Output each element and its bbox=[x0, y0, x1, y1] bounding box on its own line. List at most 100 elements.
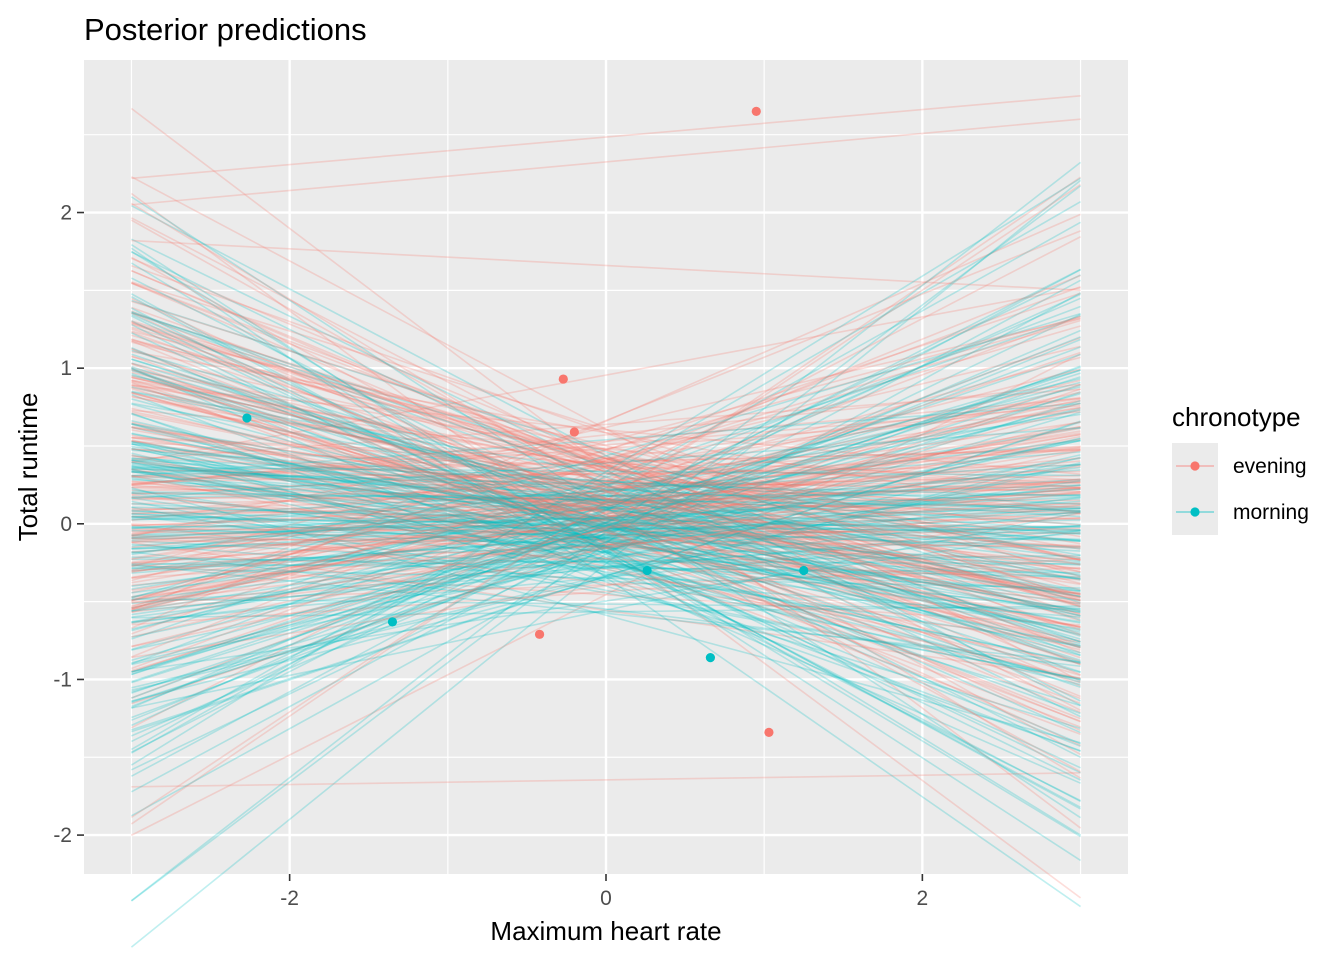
evening-posterior-line bbox=[131, 269, 1081, 676]
evening-posterior-line bbox=[131, 379, 1081, 617]
morning-posterior-line bbox=[131, 313, 1081, 771]
morning-posterior-line bbox=[131, 509, 1081, 595]
morning-posterior-line bbox=[131, 367, 1081, 748]
morning-posterior-line bbox=[131, 279, 1081, 793]
evening-data-point bbox=[751, 106, 761, 116]
evening-posterior-line bbox=[131, 486, 1081, 611]
morning-posterior-line bbox=[131, 478, 1081, 536]
evening-posterior-line bbox=[131, 321, 1081, 607]
evening-posterior-line bbox=[131, 355, 1081, 562]
morning-posterior-line bbox=[131, 386, 1081, 598]
legend-label-morning: morning bbox=[1233, 501, 1309, 524]
evening-posterior-line bbox=[131, 468, 1081, 493]
morning-posterior-line bbox=[131, 512, 1081, 564]
morning-posterior-line bbox=[131, 336, 1081, 708]
morning-posterior-line bbox=[131, 467, 1081, 531]
evening-posterior-line bbox=[131, 391, 1081, 636]
morning-posterior-line bbox=[131, 454, 1081, 598]
morning-posterior-line bbox=[131, 540, 1081, 592]
evening-posterior-line bbox=[131, 474, 1081, 501]
morning-data-point bbox=[387, 617, 398, 627]
morning-posterior-line bbox=[131, 509, 1081, 537]
evening-posterior-line bbox=[131, 371, 1081, 602]
morning-posterior-line bbox=[131, 463, 1081, 691]
evening-posterior-line bbox=[131, 312, 1081, 616]
evening-posterior-line bbox=[131, 381, 1081, 736]
morning-data-point bbox=[642, 565, 652, 576]
morning-posterior-line bbox=[131, 423, 1081, 592]
morning-posterior-line bbox=[131, 494, 1081, 539]
morning-posterior-line bbox=[131, 311, 1081, 621]
chart-title: Posterior predictions bbox=[84, 12, 367, 47]
morning-posterior-line bbox=[131, 426, 1081, 590]
evening-posterior-line bbox=[131, 517, 1081, 532]
evening-posterior-line bbox=[131, 421, 1081, 561]
morning-posterior-line bbox=[131, 507, 1081, 529]
morning-posterior-line bbox=[131, 506, 1081, 680]
morning-posterior-line bbox=[131, 457, 1081, 506]
morning-posterior-line bbox=[131, 262, 1081, 838]
x-axis-ticks: -2 0 2 bbox=[280, 874, 928, 910]
evening-posterior-line bbox=[131, 484, 1081, 515]
evening-posterior-line bbox=[131, 524, 1081, 643]
evening-posterior-line bbox=[131, 282, 1081, 687]
morning-posterior-line bbox=[131, 437, 1081, 664]
evening-posterior-line bbox=[131, 537, 1081, 548]
x-tick-label: 0 bbox=[600, 887, 612, 910]
morning-posterior-line bbox=[131, 440, 1081, 682]
evening-posterior-line bbox=[131, 434, 1081, 612]
morning-posterior-line bbox=[131, 433, 1081, 613]
evening-posterior-line bbox=[131, 491, 1081, 604]
morning-posterior-line bbox=[131, 465, 1081, 664]
morning-posterior-line bbox=[131, 477, 1081, 602]
morning-posterior-line bbox=[131, 488, 1081, 550]
morning-posterior-line bbox=[131, 412, 1081, 752]
evening-posterior-line bbox=[131, 396, 1081, 522]
evening-posterior-line bbox=[131, 432, 1081, 567]
morning-posterior-line bbox=[131, 515, 1081, 535]
morning-posterior-line bbox=[131, 268, 1081, 777]
morning-posterior-line bbox=[131, 413, 1081, 707]
evening-posterior-line bbox=[131, 256, 1081, 773]
morning-posterior-line bbox=[131, 466, 1081, 594]
evening-posterior-line bbox=[131, 410, 1081, 486]
evening-posterior-line bbox=[131, 491, 1081, 542]
evening-posterior-line bbox=[131, 772, 1081, 788]
evening-posterior-line bbox=[131, 381, 1081, 684]
morning-posterior-line bbox=[131, 507, 1081, 570]
evening-posterior-line bbox=[131, 502, 1081, 515]
morning-posterior-line bbox=[131, 447, 1081, 647]
evening-posterior-line bbox=[131, 388, 1081, 705]
morning-posterior-line bbox=[131, 497, 1081, 647]
evening-posterior-line bbox=[131, 341, 1081, 573]
evening-posterior-line bbox=[131, 269, 1081, 666]
x-tick-label: -2 bbox=[280, 887, 299, 910]
evening-posterior-line bbox=[131, 487, 1081, 505]
morning-posterior-line bbox=[131, 506, 1081, 533]
morning-posterior-line bbox=[130, 185, 1082, 902]
morning-posterior-line bbox=[131, 297, 1081, 709]
evening-posterior-line bbox=[131, 331, 1081, 665]
evening-posterior-line bbox=[131, 429, 1081, 596]
morning-posterior-line bbox=[131, 526, 1081, 566]
morning-posterior-line bbox=[131, 369, 1081, 673]
morning-posterior-line bbox=[131, 250, 1081, 836]
morning-posterior-line bbox=[131, 439, 1081, 623]
morning-posterior-line bbox=[131, 486, 1081, 744]
morning-posterior-line bbox=[131, 432, 1081, 617]
morning-posterior-line bbox=[131, 392, 1081, 662]
morning-posterior-line bbox=[131, 369, 1081, 683]
evening-posterior-line bbox=[131, 481, 1081, 492]
morning-posterior-line bbox=[131, 441, 1081, 598]
evening-posterior-line bbox=[131, 407, 1081, 628]
evening-posterior-line bbox=[131, 286, 1081, 464]
evening-posterior-line bbox=[131, 386, 1081, 598]
evening-posterior-line bbox=[131, 412, 1081, 601]
evening-posterior-line bbox=[131, 465, 1081, 573]
evening-posterior-line bbox=[131, 362, 1081, 723]
morning-posterior-line bbox=[131, 488, 1081, 553]
evening-posterior-line bbox=[131, 376, 1081, 604]
morning-posterior-line bbox=[131, 461, 1081, 665]
evening-posterior-line bbox=[131, 282, 1081, 648]
